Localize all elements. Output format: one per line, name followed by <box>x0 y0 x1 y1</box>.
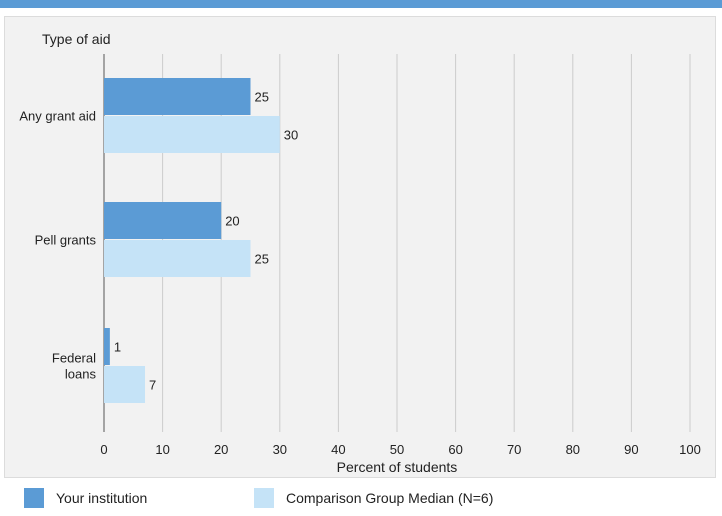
data-label: 25 <box>255 252 269 267</box>
legend-swatch-comparison-group <box>254 488 274 508</box>
top-accent-bar <box>0 0 722 8</box>
data-labels: 25 20 1 30 25 7 <box>114 90 298 393</box>
bar <box>104 240 251 277</box>
x-tick-label: 80 <box>566 442 580 457</box>
x-tick-label: 50 <box>390 442 404 457</box>
x-tick-label: 100 <box>679 442 701 457</box>
category-label: Pell grants <box>35 233 97 248</box>
data-label: 20 <box>225 214 239 229</box>
data-label: 30 <box>284 128 298 143</box>
x-axis-title: Percent of students <box>337 459 458 475</box>
category-labels: Any grant aid Pell grants Federal loans <box>19 109 96 382</box>
category-label: Any grant aid <box>19 109 96 124</box>
legend-label: Comparison Group Median (N=6) <box>286 490 494 506</box>
x-tick-label: 90 <box>624 442 638 457</box>
bars <box>104 78 280 403</box>
legend-label: Your institution <box>56 490 148 506</box>
x-tick-label: 60 <box>448 442 462 457</box>
bar <box>104 328 110 365</box>
x-tick-label: 70 <box>507 442 521 457</box>
data-label: 7 <box>149 378 156 393</box>
category-label: Federal loans <box>52 351 97 382</box>
x-tick-label: 20 <box>214 442 228 457</box>
data-label: 25 <box>255 90 269 105</box>
x-tick-label: 30 <box>273 442 287 457</box>
legend: Your institution Comparison Group Median… <box>4 484 716 512</box>
legend-item-comparison-group: Comparison Group Median (N=6) <box>254 484 493 512</box>
bar <box>104 202 222 239</box>
data-label: 1 <box>114 340 121 355</box>
x-tick-label: 10 <box>155 442 169 457</box>
legend-swatch-your-institution <box>24 488 44 508</box>
bar <box>104 116 280 153</box>
bar <box>104 78 251 115</box>
bar <box>104 366 146 403</box>
chart-title: Type of aid <box>42 31 111 47</box>
x-tick-labels: 0 10 20 30 40 50 60 70 80 90 100 <box>100 442 700 457</box>
x-tick-label: 40 <box>331 442 345 457</box>
x-tick-label: 0 <box>100 442 107 457</box>
legend-item-your-institution: Your institution <box>24 484 147 512</box>
